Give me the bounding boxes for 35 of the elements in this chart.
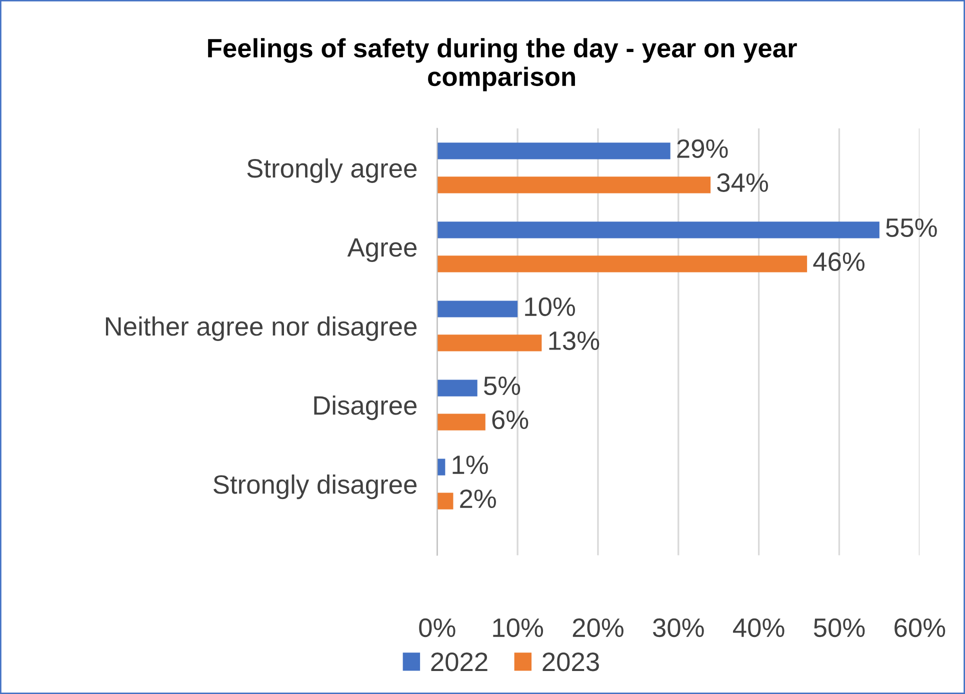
legend-label: 2023: [542, 652, 599, 672]
bar: [437, 380, 478, 396]
bar: [437, 222, 880, 238]
chart-title: Feelings of safety during the day - year on year comparison: [208, 38, 797, 92]
x-tick-label: 60%: [894, 618, 946, 638]
x-tick-label: 50%: [814, 618, 865, 638]
legend-label: 2022: [431, 652, 488, 672]
data-label: 55%: [886, 218, 937, 238]
y-tick-label: Agree: [347, 238, 417, 262]
data-label: 46%: [813, 252, 864, 272]
x-tick-label: 40%: [733, 618, 784, 638]
bar: [437, 458, 446, 476]
bar: [437, 142, 670, 160]
data-label: 29%: [677, 139, 728, 158]
data-label: 6%: [492, 410, 528, 430]
y-tick-label: Strongly disagree: [214, 474, 417, 500]
x-tick-label: 30%: [652, 618, 704, 638]
bar: [437, 492, 454, 510]
data-label: 1%: [452, 456, 488, 474]
x-tick-label: 10%: [493, 618, 544, 638]
y-tick-label: Neither agree nor disagree: [106, 316, 417, 342]
bar: [437, 414, 486, 430]
bar: [437, 334, 542, 352]
x-tick-label: 20%: [572, 618, 624, 638]
data-label: 34%: [717, 173, 768, 192]
bar: [437, 256, 808, 272]
bar: [437, 300, 518, 318]
data-label: 13%: [549, 331, 600, 350]
data-label: 10%: [525, 297, 575, 316]
x-tick-label: 0%: [419, 618, 456, 638]
y-tick-label: Strongly agree: [247, 158, 417, 183]
y-tick-label: Disagree: [314, 395, 417, 420]
data-label: 5%: [484, 376, 520, 396]
data-label: 2%: [460, 489, 496, 508]
bar: [437, 176, 711, 194]
